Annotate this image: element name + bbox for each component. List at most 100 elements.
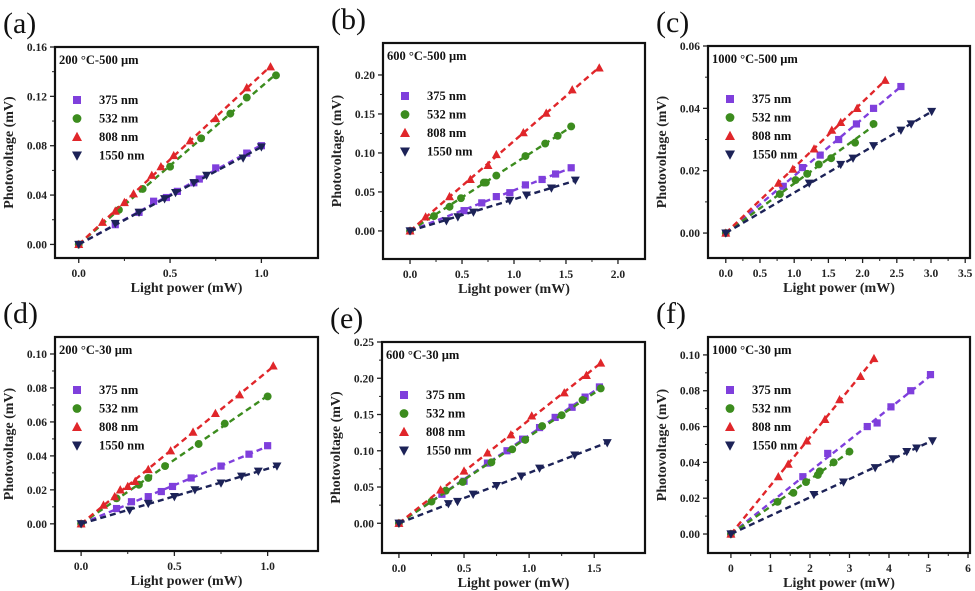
panel-title: 1000 °C-30 µm [712,343,792,357]
data-point [726,530,736,539]
x-tick-label: 0.5 [753,268,768,280]
legend-label: 808 nm [426,425,466,439]
data-point [508,445,517,454]
data-point [775,190,784,199]
data-point [237,472,247,481]
panel-label: (d) [3,297,38,330]
data-point [773,472,783,481]
data-point [535,464,545,473]
data-point [541,108,551,117]
data-point [453,213,463,222]
x-tick-label: 1.5 [587,563,602,575]
y-tick-label: 0.05 [354,482,374,494]
legend-marker [73,386,81,394]
data-point [721,229,731,238]
data-point [789,488,798,497]
data-point [869,353,879,363]
series-532nm [74,71,280,249]
series-532nm [406,122,576,235]
data-point [202,171,212,181]
series-808nm [76,361,278,528]
data-point [147,170,157,179]
legend-label: 375 nm [427,89,467,103]
x-tick-label: 2.5 [890,268,905,280]
data-point [869,104,878,112]
data-point [602,439,612,448]
data-point [453,497,463,507]
data-point [194,440,203,448]
data-point [802,436,812,445]
y-tick-label: 0.15 [355,109,375,121]
panel-c: (c) 0.0 0.5 1.0 1.5 2.0 2.5 3.0 3.5 0.00 0.02 0.04 0… [655,6,973,296]
data-point [150,197,158,205]
legend-label: 532 nm [426,407,466,421]
data-point [212,164,220,172]
data-point [557,411,566,420]
data-point [907,387,915,395]
data-point [468,490,478,499]
data-point [870,464,880,473]
plot-area [74,62,280,250]
y-tick-label: 0.06 [680,41,700,53]
fit-line [77,73,277,246]
data-point [185,136,195,145]
legend-marker [725,150,735,160]
panel-label: (a) [3,7,36,40]
data-point [459,466,469,475]
panel-title: 600 °C-500 µm [387,49,467,63]
fit-line [409,179,576,233]
data-point [521,181,530,189]
data-point [243,149,251,157]
data-point [568,403,576,411]
legend-marker [725,130,735,140]
data-point [216,479,226,488]
y-tick-label: 0.06 [680,422,700,434]
data-point [115,485,125,494]
series-1550nm [721,107,937,238]
data-point [190,486,200,495]
series-1550nm [74,143,266,250]
fit-line [398,362,602,525]
data-point [802,478,810,487]
data-point [187,474,195,482]
data-point [481,178,490,187]
data-point [567,164,575,172]
x-tick-label: 5 [926,563,932,575]
legend-marker [73,96,81,104]
panel-title: 1000 °C-500 µm [712,52,798,66]
series-808nm [394,358,606,527]
series-1550nm [726,437,937,539]
data-point [887,403,895,411]
data-point [912,444,922,453]
x-tick-label: 1.0 [260,561,275,573]
data-point [824,449,832,458]
data-point [195,175,203,183]
y-axis-label: Photovoltage (mV) [2,96,17,209]
data-point [538,175,546,184]
data-point [798,163,807,172]
data-point [127,498,136,506]
data-point [492,193,500,201]
data-point [487,458,496,467]
data-point [226,109,235,118]
data-point [567,85,577,94]
y-tick-label: 0.20 [355,70,375,82]
legend-marker [726,386,734,394]
fit-line [730,439,933,536]
legend-label: 808 nm [752,420,792,434]
data-point [596,358,606,367]
legend-marker [399,446,409,456]
y-tick-label: 0.04 [680,457,700,469]
data-point [869,142,879,151]
data-point [551,413,559,422]
legend-label: 1550 nm [752,439,798,453]
data-point [845,447,854,456]
legend-label: 808 nm [99,130,139,144]
data-point [468,208,478,217]
data-point [110,491,120,501]
plot-area [405,63,604,236]
data-point [110,206,120,215]
legend-marker [72,114,82,123]
data-point [220,419,229,428]
plot-frame [706,335,972,555]
